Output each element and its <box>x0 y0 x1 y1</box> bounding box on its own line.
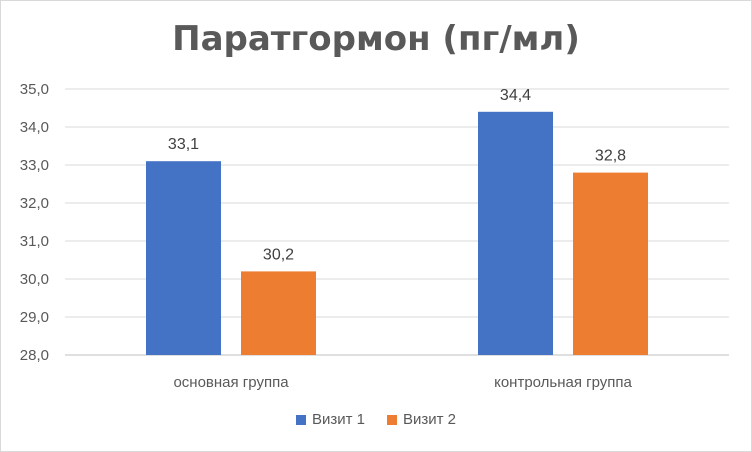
y-tick-label: 29,0 <box>20 309 49 326</box>
legend-label-series-1: Визит 1 <box>311 411 365 428</box>
data-label: 33,1 <box>168 136 199 153</box>
data-label: 32,8 <box>595 148 626 165</box>
y-tick-label: 34,0 <box>20 119 49 136</box>
x-category-label: контрольная группа <box>494 374 632 391</box>
y-tick-label: 30,0 <box>20 271 49 288</box>
data-label: 34,4 <box>500 87 531 104</box>
bar-series-1 <box>478 111 553 355</box>
legend-label-series-2: Визит 2 <box>403 411 457 428</box>
legend-item-series-1: Визит 1 <box>295 411 365 428</box>
legend: Визит 1 Визит 2 <box>1 411 751 428</box>
legend-swatch-series-2 <box>387 414 397 425</box>
legend-item-series-2: Визит 2 <box>387 411 456 428</box>
legend-swatch-series-1 <box>295 414 306 425</box>
chart-title: Паратгормон (пг/мл) <box>172 19 580 59</box>
y-tick-label: 33,0 <box>20 157 49 174</box>
y-tick-label: 28,0 <box>20 347 49 364</box>
y-tick-label: 31,0 <box>20 233 49 250</box>
data-label: 30,2 <box>263 246 294 263</box>
x-category-label: основная группа <box>173 374 289 391</box>
bar-series-2 <box>241 271 316 355</box>
y-tick-label: 32,0 <box>20 195 49 212</box>
y-tick-label: 35,0 <box>20 81 49 98</box>
bar-series-1 <box>146 161 221 355</box>
bar-series-2 <box>573 172 648 355</box>
